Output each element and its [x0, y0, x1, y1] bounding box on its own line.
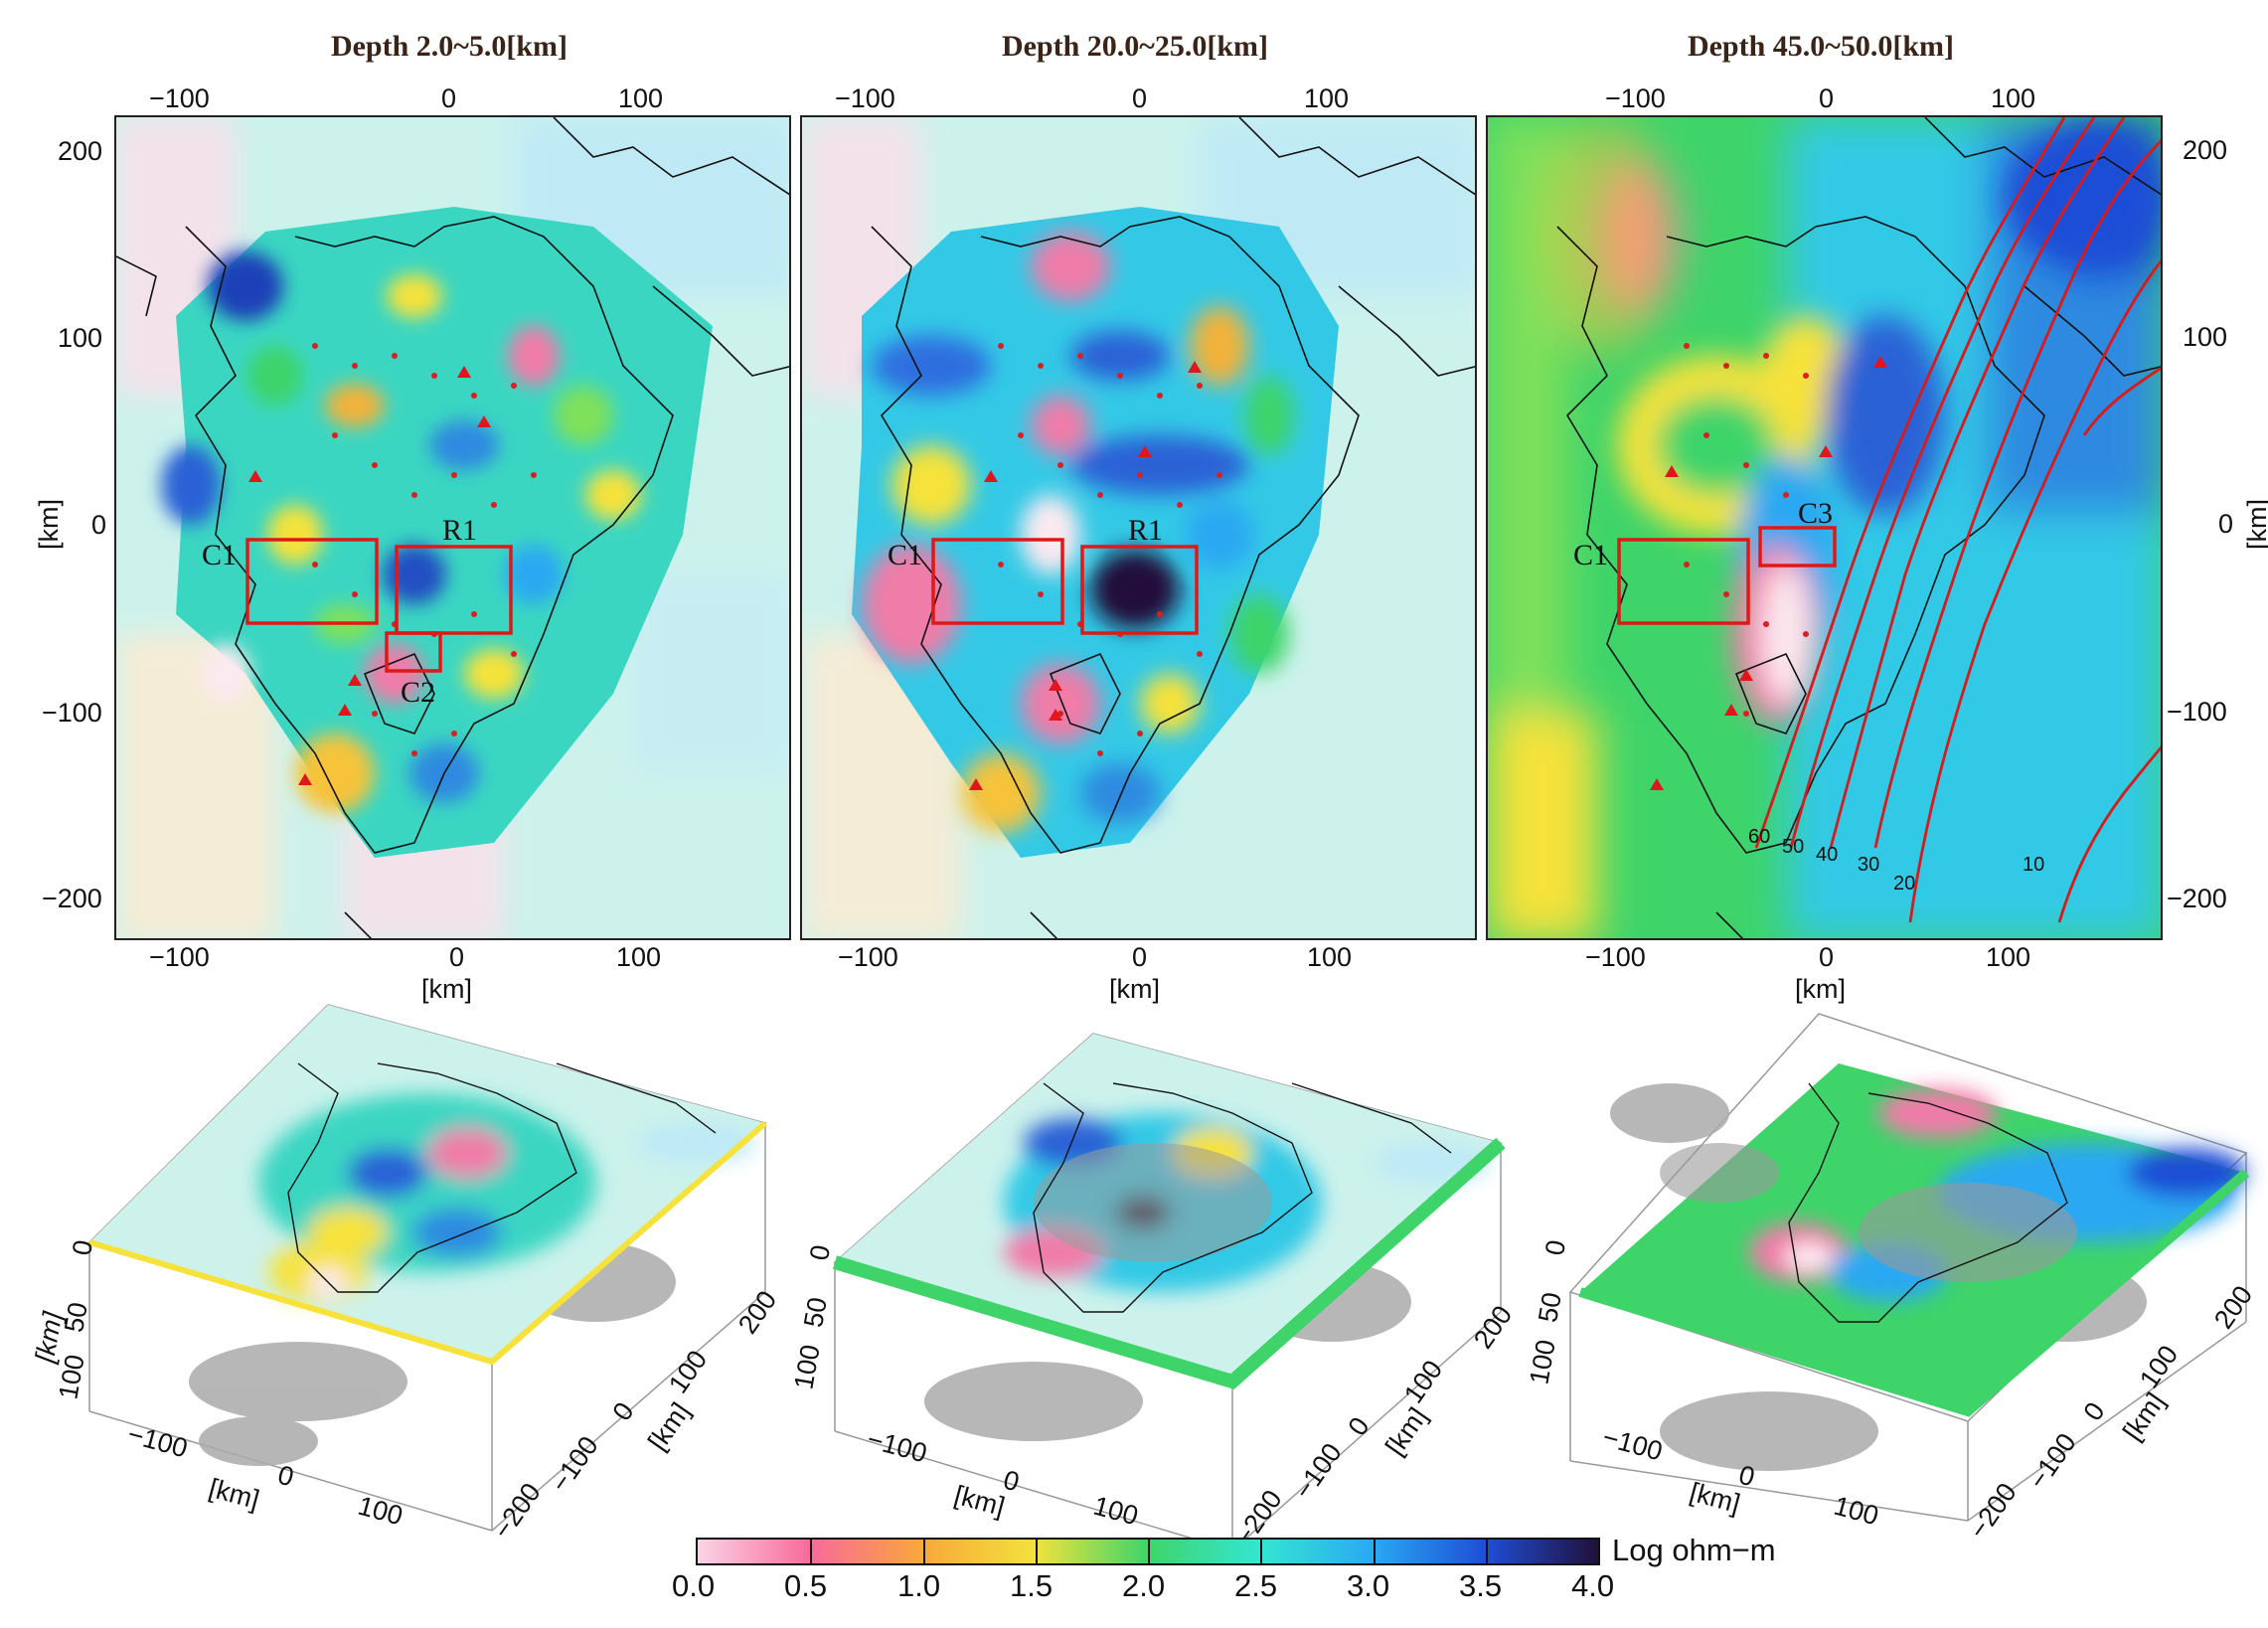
p3-top-tick-m100: −100: [1605, 83, 1666, 113]
colorbar-tick-4: 2.0: [1122, 1568, 1166, 1603]
map-panel-2-canvas: C1 R1: [802, 117, 1475, 938]
colorbar-tick-mark: [1148, 1540, 1150, 1563]
left-tick-200: 200: [58, 136, 103, 166]
contour-label-30: 30: [1858, 854, 1879, 876]
right-tick-100: 100: [2183, 322, 2228, 352]
right-tick-m100: −100: [2167, 697, 2227, 727]
right-tick-m200: −200: [2167, 884, 2227, 913]
p2-bottom-tick-m100: −100: [838, 942, 898, 972]
p2-top-tick-m100: −100: [835, 83, 895, 113]
colorbar-tick-6: 3.0: [1347, 1568, 1390, 1603]
colorbar-tick-mark: [1485, 1540, 1488, 1563]
colorbar-tick-8: 4.0: [1571, 1568, 1615, 1603]
p2-top-tick-0: 0: [1132, 83, 1148, 113]
b2-depth-tick-50: 50: [798, 1295, 833, 1330]
p2-bottom-tick-0: 0: [1132, 942, 1148, 972]
p3-bottom-tick-0: 0: [1819, 942, 1835, 972]
p2-bottom-tick-100: 100: [1307, 942, 1353, 972]
contour-label-20: 20: [1893, 873, 1915, 895]
p1-bottom-tick-0: 0: [449, 942, 465, 972]
right-tick-0: 0: [2218, 509, 2234, 539]
p1-box-label-c2: C2: [401, 676, 435, 709]
p3-top-tick-0: 0: [1819, 83, 1835, 113]
b3-depth-tick-50: 50: [1533, 1290, 1567, 1325]
p2-top-tick-100: 100: [1304, 83, 1350, 113]
left-tick-m200: −200: [42, 884, 102, 913]
p1-x-axis-label: [km]: [421, 974, 472, 1004]
p1-bottom-tick-100: 100: [616, 942, 662, 972]
colorbar-tick-2: 1.0: [897, 1568, 941, 1603]
map-panel-3-canvas: 60 50 40 30 20 10 C1 C3: [1488, 117, 2161, 938]
colorbar-tick-mark: [1035, 1540, 1038, 1563]
contour-label-40: 40: [1816, 844, 1838, 866]
left-tick-100: 100: [58, 323, 103, 353]
colorbar-tick-7: 3.5: [1459, 1568, 1503, 1603]
p3-x-axis-label: [km]: [1795, 974, 1846, 1004]
p1-bottom-tick-m100: −100: [149, 942, 210, 972]
right-y-axis-label: [km]: [2242, 499, 2268, 550]
p2-box-label-c1: C1: [888, 539, 922, 571]
panel-3-title: Depth 45.0~50.0[km]: [1687, 30, 1955, 63]
block-view-2: [832, 1033, 1506, 1551]
panel-2-title: Depth 20.0~25.0[km]: [1001, 30, 1269, 63]
colorbar-unit-label: Log ohm−m: [1612, 1533, 1776, 1567]
block-views-layer: [87, 1004, 2250, 1551]
map-panel-3: 60 50 40 30 20 10 C1 C3: [1486, 115, 2163, 940]
right-tick-200: 200: [2183, 135, 2228, 165]
block-view-1: [87, 1004, 767, 1532]
left-y-axis-label: [km]: [34, 499, 64, 550]
colorbar-tick-mark: [1373, 1540, 1376, 1563]
p1-top-tick-m100: −100: [149, 83, 210, 113]
colorbar: [696, 1538, 1600, 1565]
p3-box-label-c1: C1: [1573, 539, 1608, 571]
contour-label-50: 50: [1782, 836, 1804, 858]
left-tick-m100: −100: [42, 698, 102, 728]
colorbar-tick-mark: [922, 1540, 925, 1563]
p3-bottom-tick-m100: −100: [1585, 942, 1646, 972]
colorbar-tick-mark: [810, 1540, 813, 1563]
p3-top-tick-100: 100: [1991, 83, 2036, 113]
colorbar-tick-mark: [1260, 1540, 1263, 1563]
colorbar-tick-marks: [698, 1540, 1598, 1563]
panel-1-title: Depth 2.0~5.0[km]: [330, 30, 568, 63]
map-panel-1: C1 R1 C2: [114, 115, 791, 940]
p3-bottom-tick-100: 100: [1986, 942, 2031, 972]
block-view-3: [1568, 1013, 2250, 1522]
map-panel-1-canvas: C1 R1 C2: [116, 117, 789, 938]
contour-label-10: 10: [2023, 854, 2044, 876]
map-panel-2: C1 R1: [800, 115, 1477, 940]
colorbar-tick-1: 0.5: [784, 1568, 828, 1603]
p1-box-label-r1: R1: [442, 514, 477, 547]
colorbar-tick-3: 1.5: [1010, 1568, 1053, 1603]
p1-box-label-c1: C1: [202, 539, 237, 571]
p2-box-label-r1: R1: [1128, 514, 1163, 547]
colorbar-tick-0: 0.0: [672, 1568, 716, 1603]
colorbar-tick-5: 2.5: [1234, 1568, 1278, 1603]
contour-label-60: 60: [1748, 826, 1770, 848]
p1-top-tick-100: 100: [618, 83, 664, 113]
p3-box-label-c3: C3: [1798, 497, 1833, 530]
p2-x-axis-label: [km]: [1109, 974, 1160, 1004]
left-tick-0: 0: [91, 510, 107, 540]
p1-top-tick-0: 0: [441, 83, 457, 113]
